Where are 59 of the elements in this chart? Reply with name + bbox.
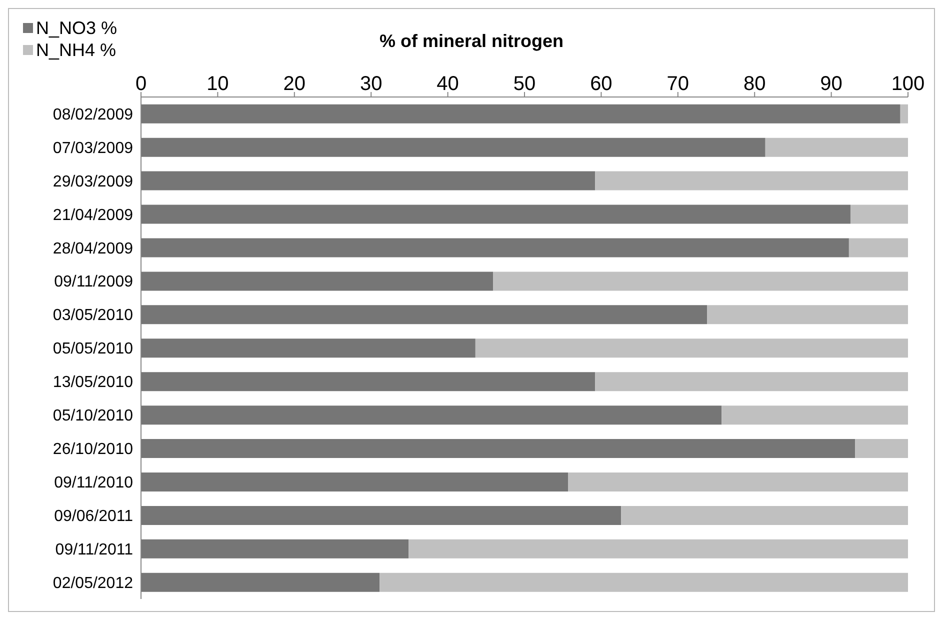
bar	[141, 372, 596, 392]
bar	[141, 406, 722, 425]
y-tick-label: 02/05/2012	[52, 574, 134, 592]
x-tick-label: 80	[743, 73, 766, 95]
bar	[408, 539, 908, 558]
y-tick-label: 09/11/2009	[54, 274, 134, 291]
bar	[475, 338, 908, 358]
x-tick-label: 30	[360, 73, 382, 95]
bar	[141, 104, 900, 124]
x-tick-label: 20	[283, 73, 306, 95]
bar	[848, 238, 908, 258]
bar	[141, 338, 476, 358]
y-tick-label: 05/10/2010	[52, 408, 134, 425]
bar	[900, 104, 908, 124]
x-tick-label: 0	[135, 73, 147, 95]
y-tick-label: 28/04/2009	[52, 240, 134, 258]
bar	[141, 305, 708, 324]
bar	[855, 439, 908, 458]
bar	[141, 539, 409, 558]
y-tick-label: 09/11/2010	[54, 474, 134, 492]
bar	[141, 272, 494, 291]
y-tick-label: 03/05/2010	[52, 307, 134, 324]
bar	[595, 372, 908, 392]
bar	[141, 439, 856, 458]
y-tick-label: 08/02/2009	[52, 106, 134, 124]
y-tick-label: 26/10/2010	[52, 441, 134, 458]
bar	[141, 204, 850, 224]
x-tick-label: 10	[206, 73, 229, 95]
bar	[621, 506, 908, 525]
chart-title: % of mineral nitrogen	[379, 31, 564, 51]
x-tick-label: 50	[513, 73, 536, 95]
bar	[141, 138, 766, 157]
x-tick-label: 90	[820, 73, 842, 95]
x-tick-label: 40	[436, 73, 459, 95]
bar	[141, 506, 622, 525]
legend-label: N_NH4 %	[36, 39, 116, 61]
y-tick-label: 05/05/2010	[52, 340, 134, 358]
bar	[141, 572, 380, 592]
bar	[141, 472, 568, 492]
bar	[722, 406, 908, 425]
y-tick-label: 09/11/2011	[55, 541, 134, 558]
x-tick-label: 100	[891, 73, 925, 95]
bar	[765, 138, 908, 157]
y-tick-label: 13/05/2010	[52, 374, 134, 392]
x-tick-label: 70	[666, 73, 690, 95]
bar	[707, 305, 908, 324]
x-tick-label: 60	[590, 73, 612, 95]
y-tick-label: 09/06/2011	[54, 508, 134, 526]
bar	[380, 572, 908, 592]
legend-label: N_NO3 %	[36, 17, 118, 39]
bar	[850, 204, 908, 224]
bar	[493, 272, 908, 291]
bar	[141, 171, 596, 190]
bar	[568, 472, 908, 492]
bar	[595, 171, 908, 190]
bar	[141, 238, 849, 258]
y-tick-label: 21/04/2009	[52, 206, 134, 224]
y-tick-label: 29/03/2009	[52, 173, 134, 190]
y-tick-label: 07/03/2009	[52, 140, 134, 157]
